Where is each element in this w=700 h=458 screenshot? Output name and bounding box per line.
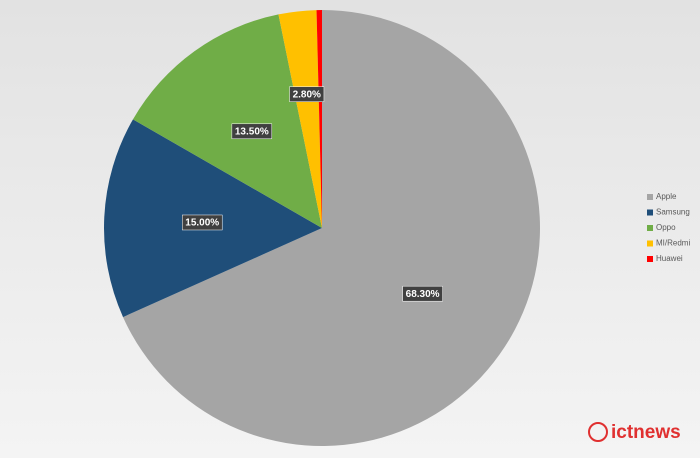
legend-swatch [647, 194, 653, 200]
pie-slice [278, 10, 322, 228]
pie-slice [132, 14, 322, 228]
data-label-box [231, 123, 273, 140]
data-label: 68.30% [406, 289, 440, 300]
legend-label: Huawei [656, 254, 683, 263]
legend-swatch [647, 209, 653, 216]
data-label: 2.80% [293, 89, 321, 100]
data-label: 13.50% [235, 126, 269, 137]
legend-label: MI/Redmi [656, 239, 690, 248]
watermark: ictnews [611, 422, 681, 443]
data-label: 15.00% [185, 218, 219, 229]
logo-icon [588, 422, 608, 442]
legend-label: Oppo [656, 223, 676, 232]
legend-swatch [647, 225, 653, 231]
legend-label: Samsung [656, 208, 690, 217]
data-label-box [182, 214, 223, 231]
legend-swatch [647, 256, 653, 262]
pie-slice [123, 10, 540, 446]
pie-slice [316, 10, 322, 228]
legend-swatch [647, 240, 653, 247]
data-label-box [289, 86, 325, 102]
legend-label: Apple [656, 192, 677, 201]
data-label-box [402, 285, 443, 302]
